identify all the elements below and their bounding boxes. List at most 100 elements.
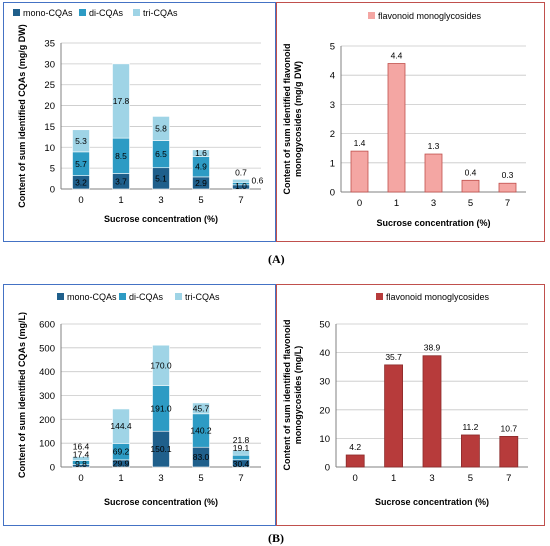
legend-swatch	[133, 9, 140, 16]
bar-tri-cqas-3	[152, 344, 170, 387]
data-label: 9.8	[75, 459, 87, 469]
bar-outline	[461, 179, 480, 193]
bar-tri-cqas-7	[232, 179, 250, 183]
x-tick-label: 3	[158, 473, 163, 484]
legend-label: flavonoid monoglycosides	[378, 11, 482, 21]
panel-a-right-frame	[276, 2, 545, 242]
y-tick-label: 30	[44, 59, 55, 70]
bar-tri-cqas-0	[72, 456, 90, 461]
data-label: 4.9	[195, 162, 207, 172]
x-tick-label: 1	[118, 195, 123, 206]
y-axis-title-line: monogycosides (mg/L)	[293, 346, 303, 445]
x-tick-label: 0	[78, 473, 83, 484]
legend-swatch	[368, 12, 375, 19]
data-label: 21.8	[233, 435, 250, 445]
y-axis-title-line: Content of sum identified CQAs (mg/g DW)	[17, 24, 27, 208]
y-tick-label: 400	[39, 367, 55, 378]
y-tick-label: 30	[319, 377, 330, 388]
x-tick-label: 5	[198, 473, 203, 484]
bar-tri-cqas-0	[72, 129, 90, 153]
x-tick-label: 5	[468, 198, 473, 209]
data-label: 8.5	[115, 151, 127, 161]
y-axis-title: Content of sum identified flavonoidmonog…	[282, 44, 303, 195]
x-axis-title: Sucrose concentration (%)	[104, 214, 218, 224]
x-tick-label: 3	[431, 198, 436, 209]
y-tick-label: 15	[44, 122, 55, 133]
legend-label: flavonoid monoglycosides	[386, 292, 490, 302]
y-axis-title-line: Content of sum identified flavonoid	[282, 44, 292, 195]
legend-label: mono-CQAs	[23, 8, 73, 18]
data-label: 140.2	[190, 426, 212, 436]
x-tick-label: 0	[357, 198, 362, 209]
data-label: 170.0	[150, 360, 172, 370]
y-tick-label: 100	[39, 439, 55, 450]
y-tick-label: 20	[44, 101, 55, 112]
x-tick-label: 7	[505, 198, 510, 209]
data-label: 0.7	[235, 167, 247, 177]
panel-label-b: (B)	[268, 531, 284, 545]
bar-flavonoid-monoglycosides-5	[462, 180, 479, 192]
chart-b-cqas: 0 100 200 300 400 500 600 0 1 3 5 7 9.817.416.4 29.96…	[17, 292, 261, 507]
y-tick-label: 20	[319, 405, 330, 416]
data-label: 10.7	[501, 423, 518, 433]
legend-swatch	[376, 293, 383, 300]
bar-outline	[499, 435, 519, 468]
y-tick-label: 25	[44, 80, 55, 91]
data-label: 1.0	[235, 181, 247, 191]
legend-label: di-CQAs	[89, 8, 124, 18]
bar-outline	[345, 454, 365, 468]
data-label: 83.0	[193, 452, 210, 462]
x-tick-label: 0	[78, 195, 83, 206]
data-label: 0.4	[465, 167, 477, 177]
data-label: 1.4	[354, 138, 366, 148]
data-label: 144.4	[110, 421, 132, 431]
x-tick-label: 7	[238, 473, 243, 484]
legend-swatch	[119, 293, 126, 300]
data-label: 5.1	[155, 173, 167, 183]
legend-swatch	[79, 9, 86, 16]
bar-flavonoid-monoglycosides-7	[499, 436, 518, 467]
x-tick-label: 7	[238, 195, 243, 206]
x-axis-title: Sucrose concentration (%)	[376, 218, 490, 228]
x-tick-label: 5	[198, 195, 203, 206]
bar-outline	[424, 153, 443, 193]
data-label: 35.7	[385, 352, 402, 362]
x-tick-label: 0	[353, 473, 358, 484]
data-label: 5.3	[75, 136, 87, 146]
data-label: 38.9	[424, 343, 441, 353]
data-label: 45.7	[193, 403, 210, 413]
data-label: 17.4	[73, 450, 90, 460]
bar-tri-cqas-1	[112, 408, 130, 444]
bar-tri-cqas-5	[192, 149, 210, 157]
y-axis-title: Content of sum identified flavonoidmonog…	[282, 320, 303, 471]
bar-flavonoid-monoglycosides-0	[351, 151, 368, 192]
y-tick-label: 10	[44, 143, 55, 154]
data-label: 19.1	[233, 443, 250, 453]
bar-outline	[384, 364, 403, 468]
bar-tri-cqas-1	[112, 63, 130, 139]
y-tick-label: 5	[50, 164, 55, 175]
data-label: 4.4	[391, 51, 403, 61]
bar-outline	[387, 63, 406, 193]
data-label: 5.8	[155, 124, 167, 134]
y-axis-title-line: Content of sum identified flavonoid	[282, 320, 292, 471]
y-tick-label: 35	[44, 39, 55, 50]
data-label: 6.5	[155, 149, 167, 159]
data-label: 5.7	[75, 159, 87, 169]
y-tick-label: 300	[39, 391, 55, 402]
bar-outline	[460, 434, 480, 468]
x-tick-label: 1	[118, 473, 123, 484]
bar-tri-cqas-5	[192, 402, 210, 415]
legend-label: tri-CQAs	[185, 292, 220, 302]
bar-tri-cqas-7	[232, 449, 250, 456]
bar-outline	[350, 150, 369, 193]
panel-a-left-frame	[3, 2, 276, 242]
y-tick-label: 10	[319, 434, 330, 445]
bar-flavonoid-monoglycosides-5	[461, 434, 480, 467]
panel-label-a: (A)	[268, 252, 285, 266]
y-axis-title-line: monogycosides (mg/g DW)	[293, 61, 303, 177]
data-label: 3.2	[75, 177, 87, 187]
data-label: 17.8	[113, 96, 130, 106]
data-label: 150.1	[150, 444, 172, 454]
